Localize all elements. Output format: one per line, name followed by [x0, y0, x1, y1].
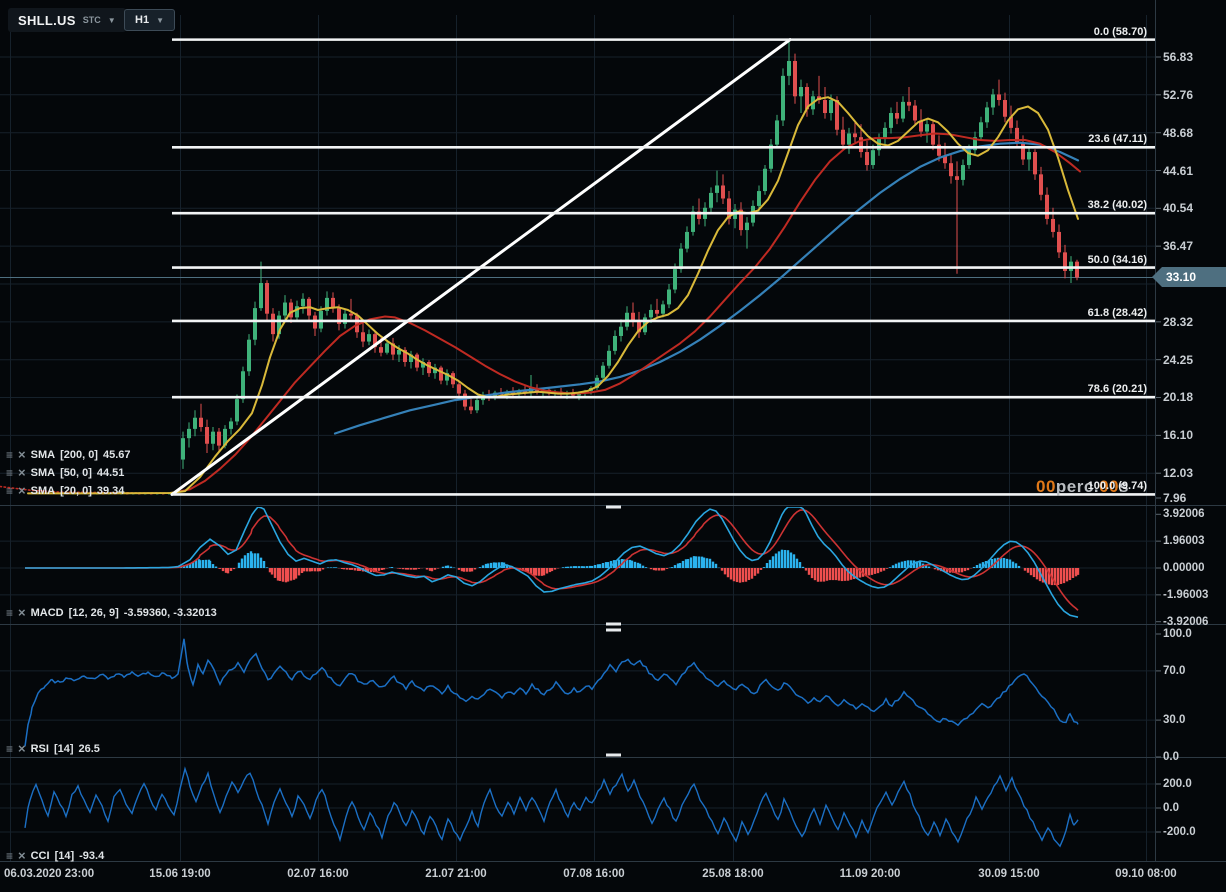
timeframe-label: H1 [135, 14, 150, 26]
panel-resize-handle[interactable] [606, 753, 621, 757]
time-axis-label: 06.03.2020 23:00 [4, 868, 95, 880]
indicator-name: SMA [30, 449, 56, 461]
time-axis-label: 09.10 08:00 [1115, 868, 1177, 880]
time-axis-label: 11.09 20:00 [839, 868, 901, 880]
symbol-selector[interactable]: SHLL.US STC ▼ [8, 8, 126, 32]
rsi-tick-label: 30.0 [1163, 714, 1186, 727]
fib-level-label: 38.2 (40.02) [1087, 199, 1147, 212]
price-tick-label: 7.96 [1163, 491, 1187, 505]
panel-resize-handle[interactable] [606, 628, 621, 632]
indicator-settings-icon[interactable]: ≡ [6, 742, 14, 756]
watermark-text: 00perc.00s [1036, 477, 1129, 497]
indicator-name: CCI [30, 850, 50, 862]
price-tick-label: 40.54 [1163, 201, 1194, 216]
fib-level-label: 50.0 (34.16) [1087, 253, 1147, 266]
rsi-tick-label: 70.0 [1163, 664, 1186, 677]
legend-rsi: ≡ × RSI [14] 26.5 [6, 741, 100, 756]
time-axis-label: 30.09 15:00 [978, 868, 1040, 880]
time-axis-label: 25.08 18:00 [702, 868, 764, 880]
chevron-down-icon: ▼ [107, 15, 116, 25]
indicator-value: -3.59360, -3.32013 [123, 607, 217, 619]
price-tick-label: 28.32 [1163, 314, 1194, 329]
indicator-params: [200, 0] [60, 449, 98, 461]
indicator-close-icon[interactable]: × [18, 605, 26, 620]
last-price-label: 33.10 [1162, 267, 1226, 288]
indicator-settings-icon[interactable]: ≡ [6, 606, 14, 620]
panel-resize-handle[interactable] [606, 505, 621, 509]
indicator-close-icon[interactable]: × [18, 447, 26, 462]
cci-tick-label: 200.0 [1163, 778, 1192, 790]
indicator-close-icon[interactable]: × [18, 741, 26, 756]
symbol-label: SHLL.US [18, 12, 76, 28]
indicator-value: 39.34 [96, 485, 125, 497]
indicator-close-icon[interactable]: × [18, 465, 26, 480]
fib-level-label: 78.6 (20.21) [1087, 383, 1147, 396]
time-axis-label: 07.08 16:00 [563, 868, 625, 880]
indicator-close-icon[interactable]: × [18, 848, 26, 863]
rsi-tick-label: 100.0 [1163, 628, 1192, 640]
legend-macd: ≡ × MACD [12, 26, 9] -3.59360, -3.32013 [6, 605, 217, 620]
macd-tick-label: 1.96003 [1163, 535, 1205, 548]
timeframe-selector[interactable]: H1 ▼ [124, 9, 175, 31]
indicator-params: [12, 26, 9] [68, 607, 119, 619]
fib-level-label: 100.0 (9.74) [1087, 480, 1147, 493]
price-tick-label: 36.47 [1163, 239, 1194, 254]
time-axis-label: 15.06 19:00 [149, 868, 211, 880]
cci-tick-label: -200.0 [1163, 826, 1196, 838]
macd-tick-label: 0.00000 [1163, 562, 1205, 574]
legend-sma50: ≡ × SMA [50, 0] 44.51 [6, 465, 125, 480]
provider-label: STC [82, 15, 101, 25]
legend-sma200: ≡ × SMA [200, 0] 45.67 [6, 447, 131, 462]
indicator-params: [14] [53, 743, 74, 755]
macd-tick-label: -3.92006 [1163, 615, 1209, 628]
indicator-params: [50, 0] [60, 467, 92, 479]
cci-tick-label: 0.0 [1163, 802, 1179, 814]
macd-tick-label: -1.96003 [1163, 588, 1209, 601]
time-axis-label: 02.07 16:00 [287, 868, 349, 880]
indicator-params: [14] [54, 850, 75, 862]
last-price-badge: 33.10 [1152, 267, 1226, 288]
indicator-value: 26.5 [78, 743, 100, 755]
indicator-value: 45.67 [102, 449, 131, 461]
price-tick-label: 48.68 [1163, 125, 1194, 140]
fib-level-label: 0.0 (58.70) [1093, 25, 1147, 38]
price-tick-label: 52.76 [1163, 87, 1194, 102]
fib-level-label: 61.8 (28.42) [1087, 306, 1147, 319]
watermark-part: 00 [1099, 477, 1119, 496]
indicator-value: 44.51 [96, 467, 125, 479]
price-tick-label: 20.18 [1163, 390, 1194, 405]
indicator-settings-icon[interactable]: ≡ [6, 448, 14, 462]
time-axis-label: 21.07 21:00 [425, 868, 487, 880]
watermark-part: s [1118, 477, 1129, 496]
watermark-part: perc. [1055, 477, 1100, 496]
indicator-name: SMA [30, 485, 56, 497]
indicator-settings-icon[interactable]: ≡ [6, 484, 14, 498]
indicator-settings-icon[interactable]: ≡ [6, 849, 14, 863]
indicator-name: SMA [30, 467, 56, 479]
indicator-name: RSI [30, 743, 49, 755]
indicator-value: -93.4 [79, 850, 105, 862]
indicator-close-icon[interactable]: × [18, 483, 26, 498]
fib-level-label: 23.6 (47.11) [1088, 133, 1147, 146]
price-tick-label: 24.25 [1163, 352, 1194, 367]
indicator-settings-icon[interactable]: ≡ [6, 466, 14, 480]
price-tick-label: 56.83 [1163, 50, 1194, 64]
price-tick-label: 44.61 [1163, 163, 1194, 178]
macd-tick-label: 3.92006 [1163, 508, 1205, 521]
panel-resize-handle[interactable] [606, 622, 621, 626]
chevron-down-icon: ▼ [156, 15, 164, 25]
legend-cci: ≡ × CCI [14] -93.4 [6, 848, 105, 863]
legend-sma20: ≡ × SMA [20, 0] 39.34 [6, 483, 125, 498]
indicator-name: MACD [30, 607, 64, 619]
price-badge-arrow-icon [1152, 267, 1162, 288]
watermark-part: 00 [1036, 477, 1056, 496]
price-tick-label: 16.10 [1163, 428, 1194, 443]
rsi-tick-label: 0.0 [1163, 751, 1179, 763]
indicator-params: [20, 0] [60, 485, 92, 497]
price-tick-label: 12.03 [1163, 466, 1194, 481]
